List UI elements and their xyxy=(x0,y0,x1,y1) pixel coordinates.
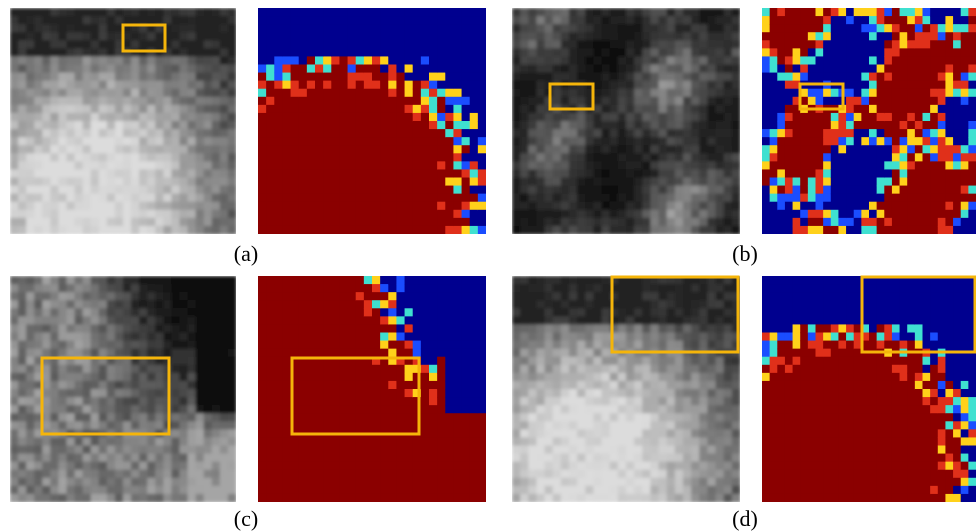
image xyxy=(258,8,487,235)
image xyxy=(10,276,237,503)
panel-label: (c) xyxy=(234,506,258,531)
panel-label: (d) xyxy=(732,506,758,531)
image xyxy=(512,276,741,503)
images xyxy=(10,8,976,503)
image xyxy=(512,8,741,235)
page: (a) (b) (c) (d) (() => { const data = JS… xyxy=(0,0,976,532)
panel-label: (a) xyxy=(234,241,258,266)
panel-label: (b) xyxy=(732,241,758,266)
image xyxy=(762,8,976,235)
figure: (a) (b) (c) (d) xyxy=(0,0,976,532)
image xyxy=(762,276,976,503)
